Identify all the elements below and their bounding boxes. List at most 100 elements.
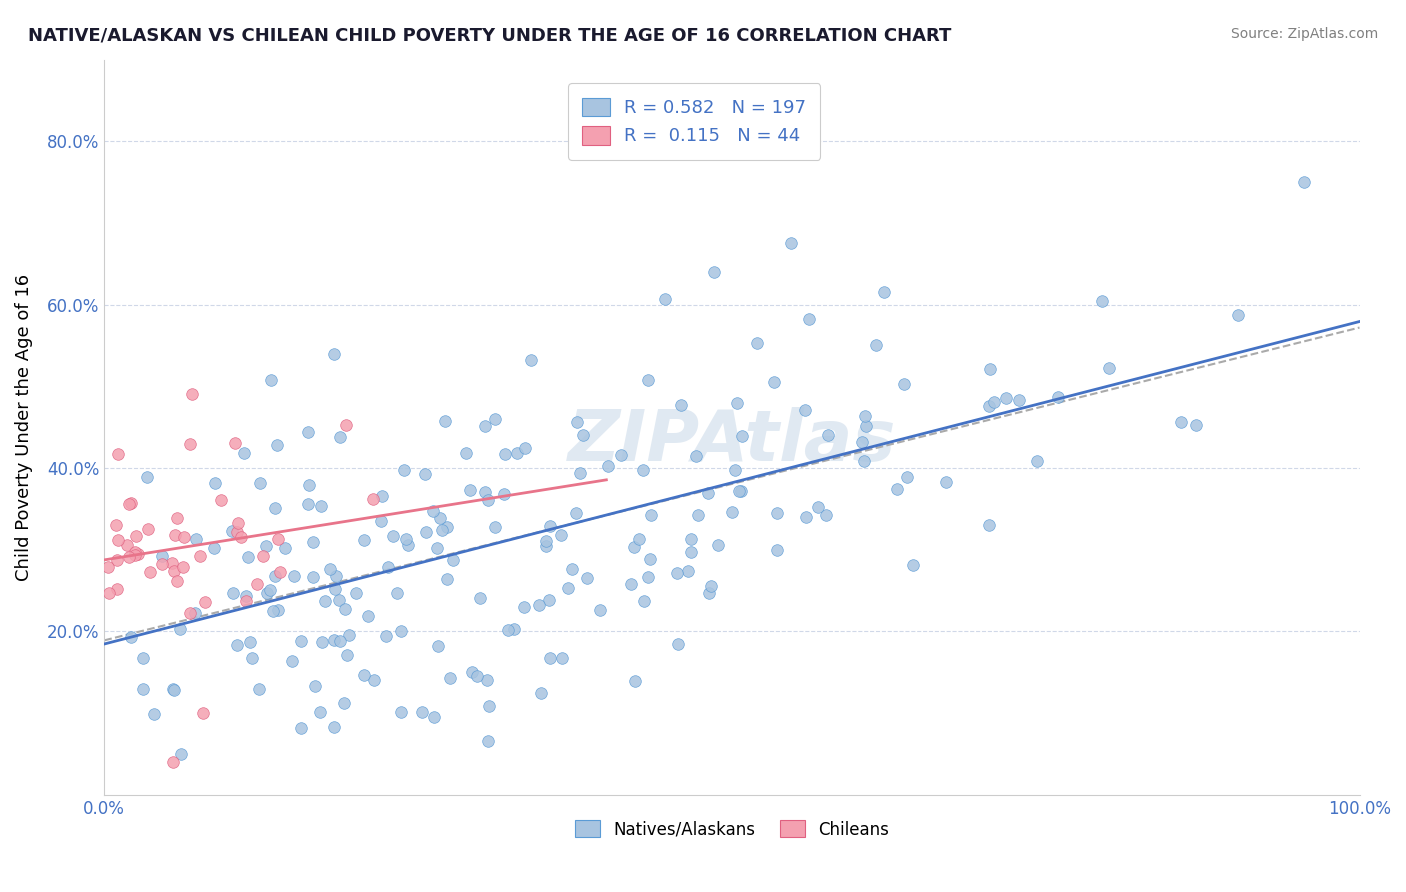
Point <box>236 550 259 565</box>
Point <box>1008 393 1031 408</box>
Point <box>191 706 214 720</box>
Point <box>107 533 129 547</box>
Point <box>170 747 193 761</box>
Legend: Natives/Alaskans, Chileans: Natives/Alaskans, Chileans <box>568 814 896 846</box>
Point <box>766 506 789 520</box>
Point <box>730 483 752 498</box>
Point <box>640 552 662 566</box>
Point <box>97 560 120 574</box>
Point <box>762 376 785 390</box>
Point <box>267 603 290 617</box>
Point <box>794 402 817 417</box>
Point <box>886 482 908 496</box>
Point <box>127 547 149 561</box>
Point <box>363 673 385 687</box>
Point <box>267 532 290 546</box>
Point <box>131 681 153 696</box>
Point <box>550 651 572 665</box>
Point <box>322 633 344 648</box>
Point <box>163 683 186 698</box>
Point <box>225 638 247 652</box>
Point <box>204 475 226 490</box>
Point <box>703 265 725 279</box>
Point <box>534 534 557 549</box>
Point <box>332 696 354 710</box>
Point <box>97 586 120 600</box>
Point <box>311 635 333 649</box>
Point <box>529 598 551 612</box>
Point <box>686 508 709 523</box>
Point <box>240 650 263 665</box>
Point <box>105 553 128 567</box>
Point <box>188 549 211 563</box>
Point <box>184 532 207 546</box>
Point <box>202 541 225 555</box>
Point <box>474 484 496 499</box>
Text: ZIPAtlas: ZIPAtlas <box>568 408 896 476</box>
Point <box>935 475 957 489</box>
Point <box>477 492 499 507</box>
Point <box>252 549 274 564</box>
Point <box>371 489 394 503</box>
Point <box>441 553 464 567</box>
Point <box>169 622 191 636</box>
Point <box>780 235 803 250</box>
Point <box>152 558 174 572</box>
Point <box>731 429 754 443</box>
Point <box>610 448 633 462</box>
Point <box>565 506 588 520</box>
Point <box>429 511 451 525</box>
Point <box>387 585 409 599</box>
Point <box>794 510 817 524</box>
Point <box>565 415 588 429</box>
Point <box>640 508 662 522</box>
Point <box>322 720 344 734</box>
Point <box>669 398 692 412</box>
Point <box>596 459 619 474</box>
Point <box>896 470 918 484</box>
Point <box>430 523 453 537</box>
Point <box>853 409 876 424</box>
Point <box>297 425 319 439</box>
Point <box>259 583 281 598</box>
Point <box>815 508 838 522</box>
Point <box>262 604 284 618</box>
Text: Source: ZipAtlas.com: Source: ZipAtlas.com <box>1230 27 1378 41</box>
Point <box>623 674 645 689</box>
Point <box>229 530 252 544</box>
Point <box>162 681 184 696</box>
Point <box>461 665 484 680</box>
Point <box>465 669 488 683</box>
Point <box>180 387 202 401</box>
Point <box>264 569 287 583</box>
Point <box>319 561 342 575</box>
Point <box>235 589 257 603</box>
Point <box>172 560 194 574</box>
Point <box>124 549 146 563</box>
Point <box>817 427 839 442</box>
Point <box>422 710 444 724</box>
Point <box>302 570 325 584</box>
Point <box>117 497 139 511</box>
Point <box>221 585 243 599</box>
Point <box>576 571 599 585</box>
Point <box>224 436 246 450</box>
Point <box>415 524 437 539</box>
Point <box>807 500 830 515</box>
Point <box>901 558 924 572</box>
Point <box>637 373 659 387</box>
Point <box>375 630 398 644</box>
Point <box>458 483 481 497</box>
Point <box>328 592 350 607</box>
Point <box>706 538 728 552</box>
Point <box>281 654 304 668</box>
Point <box>865 338 887 352</box>
Point <box>436 520 458 534</box>
Point <box>308 705 330 719</box>
Point <box>325 568 347 582</box>
Point <box>162 557 184 571</box>
Point <box>513 599 536 614</box>
Point <box>194 595 217 609</box>
Point <box>494 447 516 461</box>
Point <box>163 528 186 542</box>
